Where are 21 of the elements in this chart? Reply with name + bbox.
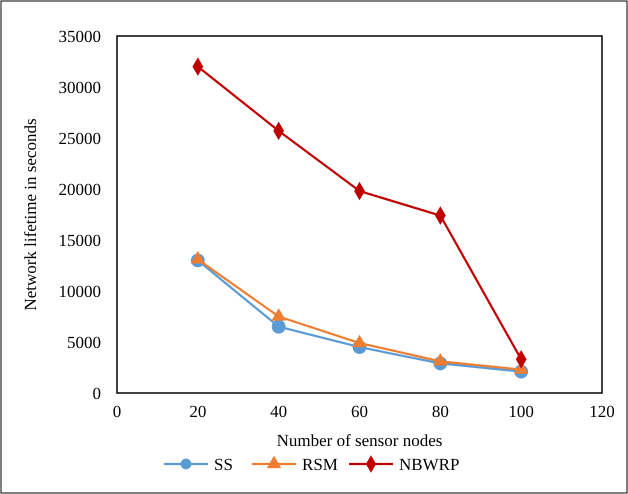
x-tick-label: 0 bbox=[112, 402, 122, 421]
y-tick-label: 20000 bbox=[58, 180, 101, 199]
legend-label: RSM bbox=[302, 454, 338, 474]
x-tick-label: 100 bbox=[508, 402, 534, 421]
y-tick-label: 35000 bbox=[58, 26, 101, 46]
y-tick-label: 25000 bbox=[58, 128, 101, 148]
x-tick-label: 40 bbox=[270, 402, 288, 421]
y-tick-label: 0 bbox=[92, 384, 101, 403]
x-tick-label: 60 bbox=[351, 402, 368, 421]
x-tick-label: 80 bbox=[432, 402, 449, 421]
y-axis-title: Network lifetime in seconds bbox=[21, 118, 40, 311]
legend-label: NBWRP bbox=[399, 454, 460, 474]
x-tick-label: 120 bbox=[589, 402, 615, 421]
x-axis-title: Number of sensor nodes bbox=[276, 431, 442, 450]
y-tick-label: 30000 bbox=[58, 78, 101, 97]
legend-label: SS bbox=[214, 454, 233, 474]
y-tick-label: 10000 bbox=[58, 282, 101, 301]
point bbox=[272, 320, 286, 334]
y-tick-label: 5000 bbox=[67, 332, 101, 352]
y-tick-label: 15000 bbox=[58, 230, 101, 250]
x-tick-label: 20 bbox=[189, 402, 206, 421]
